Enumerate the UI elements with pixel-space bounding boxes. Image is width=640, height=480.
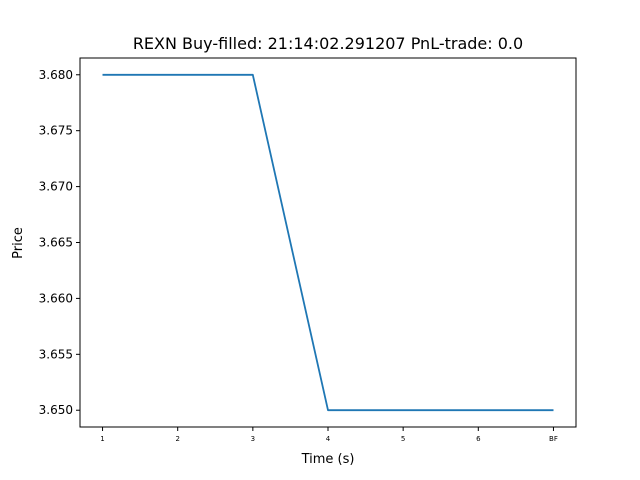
x-tick-label: 1 (100, 435, 104, 443)
x-tick-label: 6 (476, 435, 481, 443)
x-tick-label: 5 (401, 435, 405, 443)
series-line (102, 73, 554, 412)
x-axis-label: Time (s) (301, 452, 355, 467)
x-tick-label: 4 (326, 435, 331, 443)
plot-area (79, 57, 577, 428)
x-tick-label: BF (549, 435, 558, 443)
y-tick-label: 3.680 (39, 68, 73, 82)
x-tick-label: 2 (175, 435, 179, 443)
y-tick-label: 3.675 (39, 124, 73, 138)
y-tick-label: 3.650 (39, 403, 73, 417)
y-tick-label: 3.660 (39, 291, 73, 305)
y-axis-ticks: 3.650 3.655 3.660 3.665 3.670 3.675 3.680 (39, 68, 80, 417)
y-tick-label: 3.655 (39, 347, 73, 361)
x-tick-label: 3 (251, 435, 255, 443)
y-tick-label: 3.665 (39, 236, 73, 250)
series-layer (102, 73, 554, 412)
y-tick-label: 3.670 (39, 180, 73, 194)
x-axis-ticks: 1 2 3 4 5 6 BF (100, 427, 558, 443)
y-axis-label: Price (11, 227, 26, 259)
chart-title: REXN Buy-filled: 21:14:02.291207 PnL-tra… (133, 34, 523, 53)
